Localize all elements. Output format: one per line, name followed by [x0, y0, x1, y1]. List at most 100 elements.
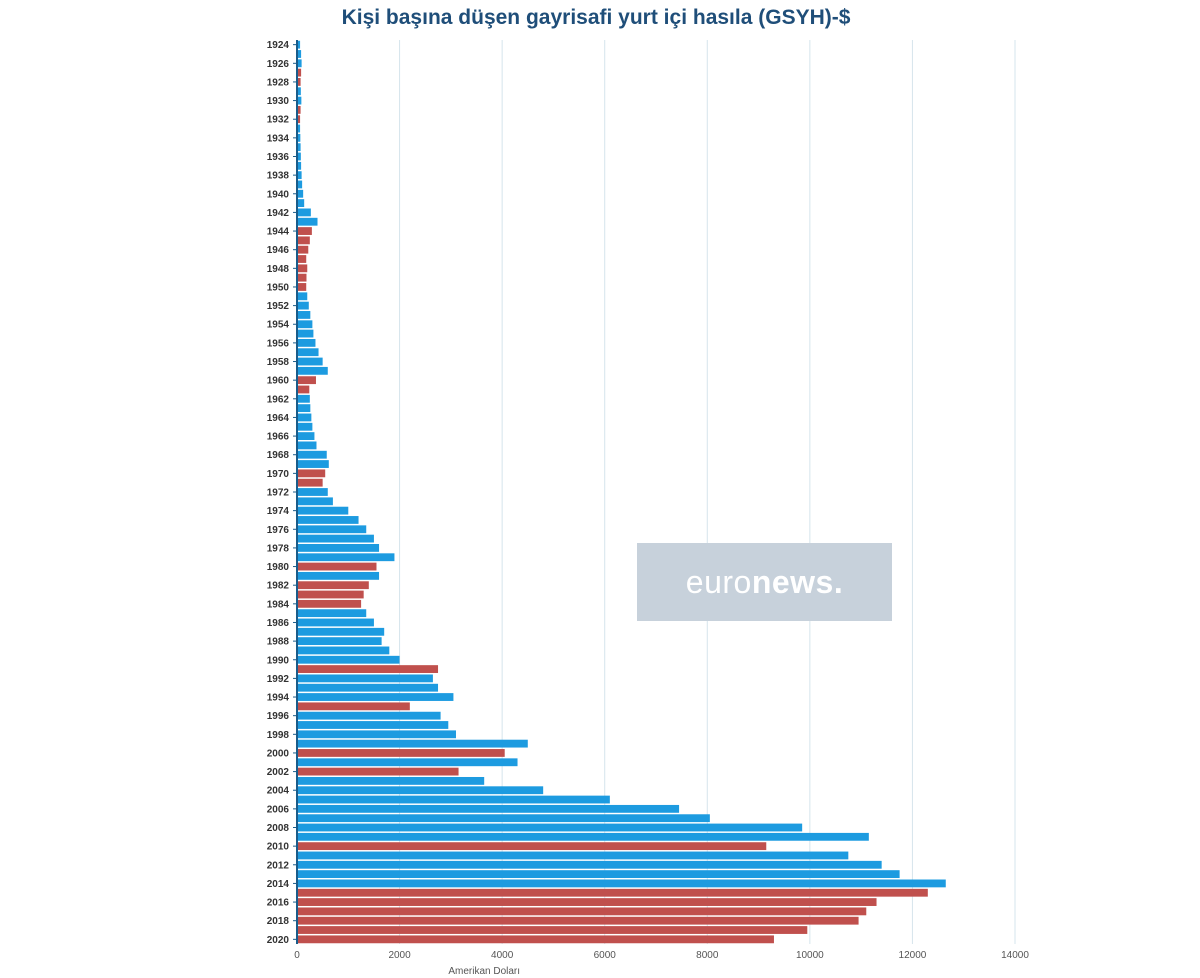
bar-1952	[297, 301, 309, 310]
euronews-logo: euronews.	[685, 563, 844, 600]
bar-1936	[297, 152, 301, 161]
bar-1998	[297, 730, 456, 739]
y-tick-label: 1990	[267, 655, 290, 666]
y-tick-label: 1982	[267, 581, 290, 592]
x-axis-title: Amerikan Doları	[448, 966, 520, 977]
bar-1939	[297, 180, 303, 189]
bar-1978	[297, 544, 380, 552]
x-tick-label: 4000	[491, 950, 514, 961]
y-tick-label: 2008	[267, 823, 290, 834]
bar-1995	[297, 702, 410, 711]
chart-title: Kişi başına düşen gayrisafi yurt içi has…	[341, 6, 851, 29]
bar-2007	[297, 814, 710, 823]
bar-1960	[297, 376, 316, 385]
y-tick-label: 1934	[267, 133, 290, 144]
bar-2003	[297, 776, 485, 785]
bar-1965	[297, 422, 313, 431]
bars	[297, 40, 946, 944]
bar-1966	[297, 432, 315, 440]
y-tick-label: 1992	[267, 674, 290, 685]
bar-1933	[297, 124, 301, 133]
y-tick-label: 1956	[267, 338, 290, 349]
bar-1963	[297, 404, 311, 413]
bar-2005	[297, 795, 610, 804]
bar-1972	[297, 488, 328, 496]
y-tick-label: 2002	[267, 767, 290, 778]
bar-1992	[297, 674, 433, 683]
bar-2004	[297, 786, 544, 795]
bar-1987	[297, 627, 385, 636]
bar-1957	[297, 348, 319, 357]
y-tick-label: 2016	[267, 898, 290, 909]
bar-2006	[297, 804, 680, 813]
bar-1949	[297, 273, 307, 282]
y-tick-label: 1968	[267, 450, 290, 461]
bar-1970	[297, 469, 326, 478]
bar-2019	[297, 926, 808, 934]
bar-1945	[297, 236, 310, 245]
bar-1954	[297, 320, 313, 329]
bar-2017	[297, 907, 867, 916]
bar-1958	[297, 357, 323, 366]
y-tick-label: 1988	[267, 637, 290, 648]
bar-1964	[297, 413, 312, 422]
y-tick-label: 1980	[267, 562, 290, 573]
bar-2001	[297, 758, 518, 767]
bar-1956	[297, 338, 316, 347]
bar-1938	[297, 171, 302, 180]
y-tick-label: 2010	[267, 842, 290, 853]
y-tick-label: 1970	[267, 469, 290, 480]
bar-2011	[297, 851, 849, 860]
bar-1937	[297, 161, 302, 170]
bar-1959	[297, 366, 328, 375]
bar-1953	[297, 311, 311, 319]
bar-1996	[297, 711, 441, 720]
bar-1940	[297, 189, 304, 198]
bar-1927	[297, 68, 302, 77]
y-tick-label: 1960	[267, 376, 290, 387]
y-tick-label: 1946	[267, 245, 290, 256]
y-tick-label: 1986	[267, 618, 290, 629]
bar-1994	[297, 693, 454, 701]
bar-2016	[297, 898, 877, 906]
bar-1986	[297, 618, 374, 627]
y-tick-label: 2012	[267, 860, 290, 871]
y-tick-label: 2004	[267, 786, 290, 797]
y-tick-label: 1938	[267, 171, 290, 182]
bar-1974	[297, 506, 349, 515]
bar-2000	[297, 749, 505, 757]
bar-1985	[297, 609, 367, 618]
y-tick-label: 1944	[267, 227, 290, 238]
bar-1990	[297, 655, 400, 664]
bar-2009	[297, 832, 869, 841]
y-tick-label: 1984	[267, 599, 290, 610]
y-tick-label: 1972	[267, 488, 290, 499]
bar-1930	[297, 96, 302, 105]
y-tick-label: 1942	[267, 208, 290, 219]
bar-1943	[297, 217, 318, 226]
bar-1969	[297, 460, 329, 468]
bar-2012	[297, 860, 882, 869]
bar-1946	[297, 245, 309, 254]
y-tick-label: 1994	[267, 693, 290, 704]
y-tick-label: 1928	[267, 77, 290, 88]
y-tick-label: 1950	[267, 282, 290, 293]
bar-1989	[297, 646, 390, 655]
bar-1977	[297, 534, 374, 543]
y-tick-label: 1952	[267, 301, 290, 312]
x-tick-label: 2000	[388, 950, 411, 961]
bar-1999	[297, 739, 528, 748]
y-tick-label: 2006	[267, 804, 290, 815]
bar-1951	[297, 292, 308, 301]
y-tick-label: 1930	[267, 96, 290, 107]
y-tick-label: 1948	[267, 264, 290, 275]
bar-1931	[297, 105, 301, 114]
bar-1982	[297, 581, 369, 590]
bar-1979	[297, 553, 395, 562]
bar-2018	[297, 916, 859, 925]
bar-1973	[297, 497, 333, 506]
axes: 1924 1926 1928 1930 1932 1934 1936 1938 1940 1942…	[267, 40, 1029, 961]
x-tick-label: 14000	[1001, 950, 1029, 961]
bar-2010	[297, 842, 767, 851]
